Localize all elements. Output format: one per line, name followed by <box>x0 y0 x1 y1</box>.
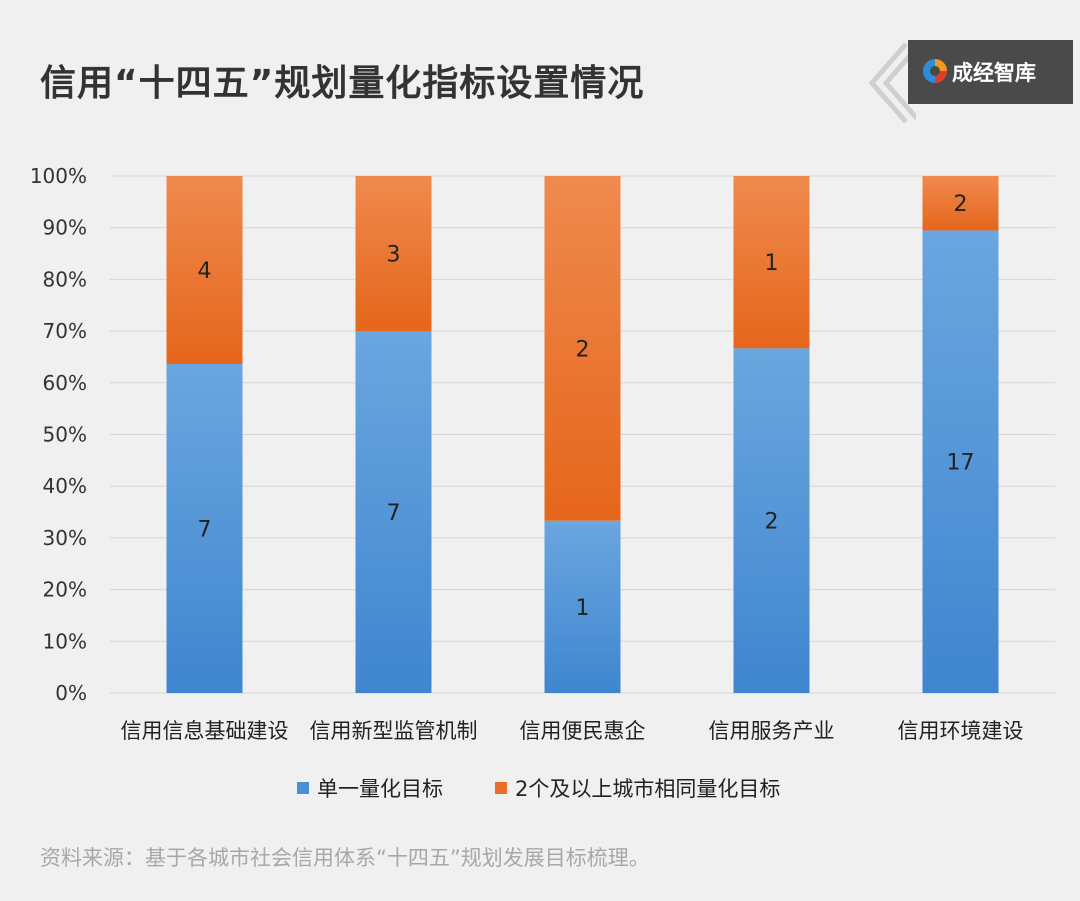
data-label: 1 <box>765 251 779 276</box>
bar-segment <box>166 364 243 693</box>
y-tick-label: 70% <box>43 319 87 343</box>
y-tick-label: 40% <box>43 474 87 498</box>
logo-text: 成经智库 <box>952 60 1036 85</box>
bar-segment <box>922 176 999 231</box>
category-label: 信用服务产业 <box>709 719 835 743</box>
data-label: 7 <box>198 518 212 543</box>
y-tick-label: 30% <box>43 526 87 550</box>
category-label: 信用信息基础建设 <box>121 719 289 743</box>
bar-segment <box>544 176 621 521</box>
bar-segment <box>355 331 432 693</box>
y-tick-label: 80% <box>43 267 87 291</box>
y-tick-label: 0% <box>55 681 87 705</box>
data-label: 4 <box>198 259 212 284</box>
stacked-bar-chart: 0% 10% 20% 30% 40% 50% 60% 70% 80% 90% 100% 7 4 信用信息基… <box>30 164 1055 801</box>
y-tick-label: 100% <box>30 164 87 188</box>
category-label: 信用环境建设 <box>898 719 1024 743</box>
data-label: 17 <box>947 451 975 476</box>
legend-swatch <box>495 782 507 794</box>
y-tick-label: 10% <box>43 629 87 653</box>
data-label: 1 <box>576 596 590 621</box>
y-tick-label: 20% <box>43 578 87 602</box>
y-tick-label: 60% <box>43 371 87 395</box>
y-tick-label: 90% <box>43 216 87 240</box>
bar-segment <box>544 520 621 693</box>
category-label: 信用便民惠企 <box>520 719 646 743</box>
legend-label: 2个及以上城市相同量化目标 <box>515 777 780 801</box>
data-label: 2 <box>576 337 590 362</box>
data-label: 7 <box>387 501 401 526</box>
category-label: 信用新型监管机制 <box>310 719 478 743</box>
legend-swatch <box>297 782 309 794</box>
data-label: 3 <box>387 243 401 268</box>
bar-segment <box>355 176 432 332</box>
bar-segment <box>733 348 810 693</box>
y-tick-label: 50% <box>43 423 87 447</box>
data-label: 2 <box>954 192 968 217</box>
legend-label: 单一量化目标 <box>317 777 443 801</box>
data-label: 2 <box>765 510 779 535</box>
swirl-logo-icon <box>923 59 947 83</box>
brand-logo: 成经智库 <box>860 30 1080 124</box>
source-note: 资料来源：基于各城市社会信用体系“十四五”规划发展目标梳理。 <box>40 846 650 870</box>
bar-segment <box>166 176 243 364</box>
bar-segment <box>922 230 999 693</box>
bar-segment <box>733 176 810 349</box>
chart-title: 信用“十四五”规划量化指标设置情况 <box>40 63 645 104</box>
